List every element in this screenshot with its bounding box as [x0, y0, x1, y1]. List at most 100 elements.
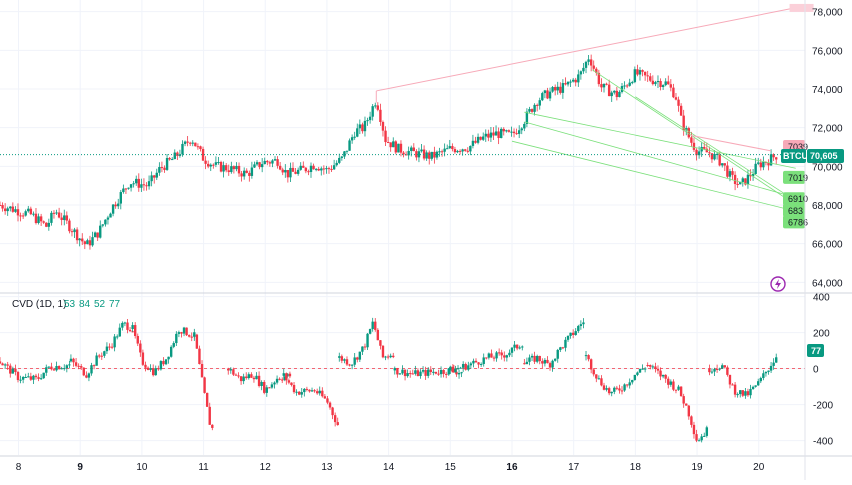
price-candle — [571, 79, 575, 82]
price-candle — [340, 156, 344, 158]
cvd-candle — [703, 435, 706, 437]
cvd-candle — [310, 390, 314, 392]
price-candle — [1, 205, 4, 209]
price-candle — [204, 160, 207, 164]
cvd-candle — [439, 369, 443, 375]
cvd-candle — [3, 364, 7, 366]
cvd-candle — [315, 391, 319, 394]
cvd-candle — [77, 365, 80, 367]
cvd-candle — [74, 362, 78, 366]
price-candle — [471, 140, 475, 146]
cvd-candle — [208, 406, 211, 425]
cvd-candle — [649, 365, 652, 367]
price-candle — [482, 136, 485, 140]
symbol-label: BTCUSD — [783, 151, 821, 161]
price-candle — [397, 143, 400, 153]
grid — [0, 0, 805, 455]
price-candle — [726, 165, 729, 177]
cvd-candle — [508, 352, 511, 356]
price-candle — [57, 212, 61, 218]
cvd-candle — [759, 378, 762, 382]
cvd-candle — [503, 355, 506, 358]
gann-fan-line[interactable] — [635, 96, 803, 206]
price-level-badge[interactable] — [783, 203, 805, 217]
gann-fan-line[interactable] — [511, 140, 803, 214]
price-candle — [70, 231, 74, 233]
cvd-candle — [533, 355, 536, 362]
cvd-candle — [409, 373, 412, 375]
cvd-candle — [136, 335, 139, 344]
price-candle — [332, 165, 336, 170]
time-scale[interactable]: 8 9 10 11 12 13 14 15 16 17 18 19 20 — [16, 462, 765, 473]
price-candle — [667, 81, 670, 85]
price-level-badge[interactable] — [783, 215, 805, 229]
price-level-badge[interactable] — [783, 170, 805, 184]
cvd-candle — [321, 390, 324, 397]
cvd-candle — [313, 390, 316, 392]
cvd-candle — [98, 355, 101, 357]
cvd-candle — [437, 373, 440, 375]
price-candle — [674, 97, 678, 100]
gann-fan-line[interactable] — [524, 121, 803, 200]
cvd-scale[interactable]: -400 -200 0 200 400 — [813, 293, 833, 448]
price-candle — [45, 222, 48, 227]
cvd-candle — [700, 436, 703, 441]
price-tick-label: 70,000 — [812, 162, 843, 173]
price-level-label: 7039 — [788, 142, 808, 152]
cvd-candle — [679, 386, 683, 397]
cvd-candle — [29, 376, 33, 380]
cvd-candle — [190, 336, 193, 338]
cvd-candle — [376, 329, 380, 341]
price-scale[interactable]: 64,000 66,000 68,000 70,000 72,000 74,000 76,0… — [812, 8, 843, 290]
time-tick-label: 19 — [691, 462, 703, 473]
price-candle — [135, 178, 138, 184]
current-price-badge[interactable]: 70,605 — [807, 149, 844, 163]
cvd-candle — [749, 388, 752, 396]
cvd-candle — [482, 357, 485, 365]
price-candle — [158, 167, 161, 173]
cvd-candle — [308, 389, 311, 392]
price-candle — [479, 136, 482, 140]
price-candle — [260, 164, 264, 168]
symbol-badge[interactable]: BTCUSD — [781, 149, 821, 163]
price-level-badge[interactable] — [783, 192, 805, 206]
gann-fan-line[interactable] — [524, 111, 796, 169]
price-candles — [0, 54, 778, 250]
trend-line[interactable] — [690, 134, 772, 152]
cvd-candle — [411, 373, 414, 375]
price-candle — [384, 130, 387, 143]
price-candle — [124, 188, 128, 190]
trend-line[interactable] — [376, 5, 806, 92]
price-candle — [188, 142, 192, 144]
cvd-candle — [141, 352, 145, 365]
cvd-candle — [157, 368, 160, 370]
cvd-candle — [731, 384, 734, 386]
price-candle — [16, 209, 20, 216]
price-candle — [286, 169, 290, 178]
price-candle — [469, 145, 472, 152]
price-candle — [502, 128, 505, 132]
price-candle — [682, 115, 685, 131]
cvd-candle — [530, 355, 534, 358]
cvd-candle — [6, 364, 9, 366]
lightning-icon[interactable] — [770, 276, 786, 292]
cvd-candle — [746, 391, 750, 396]
price-candle — [577, 74, 580, 83]
price-candle — [713, 153, 716, 160]
price-candle — [42, 221, 45, 223]
cvd-candle — [659, 370, 662, 377]
price-candle — [32, 213, 35, 215]
cvd-current-badge[interactable]: 77 — [807, 344, 824, 357]
gann-fan-line[interactable] — [591, 69, 803, 210]
price-tick-label: 66,000 — [812, 240, 843, 251]
cvd-candle — [654, 366, 657, 369]
price-candle — [137, 178, 140, 188]
price-candle — [589, 59, 593, 66]
price-candle — [52, 212, 56, 214]
price-candle — [163, 167, 166, 170]
cvd-candle — [68, 364, 71, 366]
time-tick-label: 13 — [321, 462, 333, 473]
price-candle — [530, 109, 534, 112]
